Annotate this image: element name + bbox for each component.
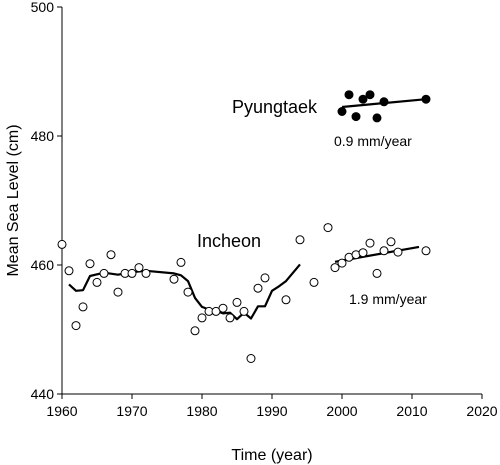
series-1-point — [344, 90, 354, 100]
series-0-point — [295, 235, 305, 245]
series-0-point — [190, 326, 200, 336]
series-0-point — [85, 259, 95, 269]
x-axis-title: Time (year) — [231, 447, 312, 464]
series-1-point — [358, 94, 368, 104]
series-0-point — [225, 313, 235, 323]
series-0-point — [218, 303, 228, 313]
y-tick-label: 440 — [31, 386, 55, 402]
trend-rate-incheon: 1.9 mm/year — [349, 291, 427, 307]
y-tick-label: 460 — [31, 257, 55, 273]
series-0-point — [260, 273, 270, 283]
series-0-point — [106, 250, 116, 260]
series-0-point — [57, 239, 67, 249]
axis-ticks: 440 460 480 500 1960 1970 1980 1990 2000 2010 2020 — [31, 0, 498, 419]
series-0-point — [232, 297, 242, 307]
series-0-point — [246, 354, 256, 363]
series-0-point — [239, 306, 249, 316]
series-1-point — [351, 112, 361, 122]
series-0-point — [78, 302, 88, 312]
series-0-point — [365, 238, 375, 248]
series-label-incheon: Incheon — [197, 231, 261, 251]
series-1-point — [379, 97, 389, 107]
x-tick-label: 1970 — [116, 403, 147, 419]
x-tick-label: 1960 — [46, 403, 77, 419]
series-0-point — [379, 246, 389, 256]
series-0-point — [372, 268, 382, 278]
series-0-point — [71, 321, 81, 331]
series-0-point — [113, 287, 123, 297]
data-points — [57, 90, 431, 363]
series-0-point — [253, 283, 263, 293]
series-0-point — [127, 268, 137, 278]
series-0-point — [421, 246, 431, 256]
series-0-point — [330, 263, 340, 273]
axes — [61, 7, 482, 395]
series-0-point — [141, 268, 151, 278]
x-tick-label: 2010 — [396, 403, 427, 419]
series-1-point — [337, 107, 347, 116]
x-tick-label: 1980 — [186, 403, 217, 419]
series-0-point — [99, 268, 109, 278]
series-0-point — [386, 237, 396, 247]
x-tick-label: 1990 — [256, 403, 287, 419]
y-tick-label: 480 — [31, 128, 55, 144]
y-axis-title: Mean Sea Level (cm) — [5, 124, 22, 276]
series-0-point — [323, 223, 333, 233]
series-0-point — [134, 263, 144, 273]
chart-labels: Time (year) Mean Sea Level (cm) Incheon … — [5, 97, 427, 464]
series-0-point — [309, 277, 319, 287]
series-0-point — [169, 274, 179, 284]
series-0-point — [337, 258, 347, 268]
series-0-point — [92, 277, 102, 287]
x-tick-label: 2020 — [466, 403, 497, 419]
x-tick-label: 2000 — [326, 403, 357, 419]
y-tick-label: 500 — [31, 0, 55, 15]
series-1-point — [365, 90, 375, 100]
series-1-point — [421, 94, 431, 104]
series-1-point — [372, 113, 382, 123]
series-0-point — [393, 247, 403, 257]
series-0-point — [197, 313, 207, 323]
trend-rate-pyungtaek: 0.9 mm/year — [334, 133, 412, 149]
series-0-point — [281, 295, 291, 305]
series-0-point — [176, 257, 186, 267]
series-0-point — [358, 248, 368, 258]
series-0-point — [64, 266, 74, 276]
series-0-point — [183, 287, 193, 297]
series-label-pyungtaek: Pyungtaek — [232, 97, 318, 117]
